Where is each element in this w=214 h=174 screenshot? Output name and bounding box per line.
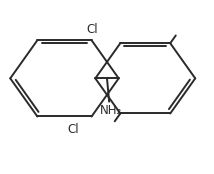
Text: Cl: Cl bbox=[87, 23, 98, 36]
Text: Cl: Cl bbox=[68, 123, 79, 136]
Text: NH₂: NH₂ bbox=[100, 104, 122, 117]
